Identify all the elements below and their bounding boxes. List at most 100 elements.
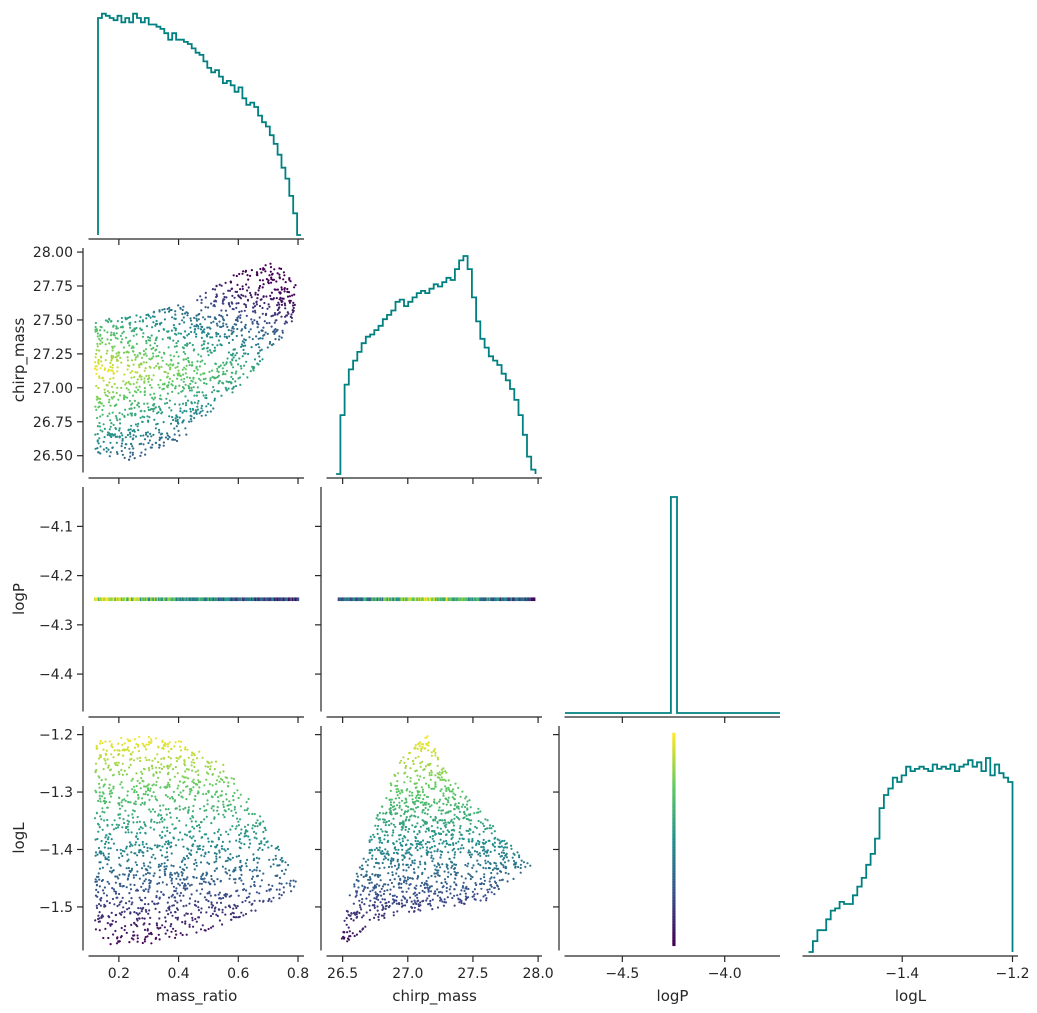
scatter-point	[178, 416, 181, 419]
scatter-point	[384, 824, 387, 827]
scatter-point	[143, 390, 146, 393]
scatter-point	[152, 311, 155, 314]
scatter-point	[162, 893, 165, 896]
scatter-point	[98, 405, 101, 408]
scatter-point	[450, 597, 453, 602]
scatter-point	[672, 907, 676, 912]
scatter-point	[269, 888, 272, 891]
scatter-point	[237, 302, 240, 305]
scatter-point	[104, 778, 107, 781]
scatter-point	[452, 824, 455, 827]
scatter-point	[129, 912, 132, 915]
scatter-point	[178, 780, 181, 783]
x-tick-label: 0.2	[108, 966, 130, 982]
scatter-point	[370, 881, 373, 884]
scatter-point	[144, 908, 147, 912]
scatter-point	[138, 320, 141, 323]
scatter-point	[222, 317, 225, 321]
scatter-point	[491, 868, 494, 872]
scatter-point	[101, 889, 105, 892]
panel-chirp-mass-hist	[326, 255, 542, 484]
scatter-point	[504, 871, 507, 875]
scatter-point	[224, 871, 227, 874]
scatter-point	[384, 830, 387, 833]
scatter-point	[156, 412, 159, 415]
scatter-point	[398, 801, 401, 804]
scatter-point	[404, 764, 408, 768]
scatter-point	[672, 942, 676, 947]
scatter-point	[145, 597, 148, 602]
scatter-point	[168, 765, 171, 768]
scatter-point	[410, 597, 413, 602]
scatter-point	[147, 743, 150, 746]
scatter-point	[158, 309, 161, 312]
scatter-point	[439, 819, 442, 822]
scatter-point	[374, 597, 377, 602]
scatter-point	[440, 776, 443, 779]
scatter-point	[482, 824, 485, 828]
scatter-point	[368, 840, 371, 844]
scatter-point	[195, 876, 198, 880]
scatter-point	[407, 866, 410, 869]
scatter-point	[106, 390, 109, 393]
scatter-point	[234, 881, 237, 884]
scatter-point	[160, 890, 163, 894]
scatter-point	[352, 912, 356, 915]
scatter-point	[154, 597, 157, 602]
scatter-point	[162, 421, 165, 424]
scatter-point	[240, 911, 243, 914]
scatter-point	[197, 916, 200, 919]
scatter-point	[423, 768, 426, 771]
scatter-point	[477, 843, 481, 846]
scatter-point	[198, 597, 201, 602]
scatter-point	[245, 314, 248, 317]
scatter-point	[437, 809, 440, 812]
scatter-point	[490, 891, 493, 894]
scatter-point	[196, 402, 199, 405]
scatter-point	[140, 451, 143, 454]
scatter-point	[123, 415, 126, 418]
scatter-point	[195, 861, 198, 864]
scatter-point	[129, 371, 132, 374]
scatter-point	[262, 872, 265, 875]
scatter-point	[167, 346, 170, 349]
scatter-point	[429, 904, 432, 907]
scatter-point	[467, 849, 470, 852]
scatter-point	[252, 365, 255, 369]
scatter-point	[116, 764, 119, 767]
scatter-point	[257, 337, 260, 340]
scatter-point	[292, 309, 295, 312]
scatter-point	[672, 846, 676, 851]
scatter-point	[672, 754, 676, 758]
scatter-point	[454, 782, 457, 785]
scatter-point	[135, 342, 138, 345]
scatter-point	[672, 923, 676, 928]
scatter-point	[191, 810, 195, 813]
scatter-point	[166, 597, 169, 602]
scatter-point	[239, 365, 242, 368]
scatter-point	[272, 330, 275, 333]
scatter-point	[220, 794, 223, 797]
scatter-point	[246, 807, 249, 810]
scatter-point	[122, 873, 125, 876]
scatter-point	[476, 850, 479, 854]
scatter-point	[150, 933, 153, 936]
scatter-point	[209, 379, 212, 382]
scatter-point	[250, 269, 253, 272]
scatter-point	[455, 815, 458, 819]
scatter-point	[115, 359, 119, 362]
scatter-point	[418, 905, 421, 908]
scatter-point	[231, 795, 235, 798]
scatter-point	[111, 887, 114, 890]
scatter-point	[166, 386, 169, 389]
scatter-point	[201, 888, 204, 891]
scatter-point	[124, 395, 127, 398]
scatter-point	[208, 862, 211, 866]
scatter-point	[120, 386, 123, 389]
scatter-point	[384, 857, 387, 860]
scatter-point	[391, 834, 394, 837]
scatter-point	[170, 841, 173, 844]
scatter-point	[190, 883, 193, 886]
scatter-point	[235, 334, 238, 338]
scatter-point	[165, 597, 168, 602]
